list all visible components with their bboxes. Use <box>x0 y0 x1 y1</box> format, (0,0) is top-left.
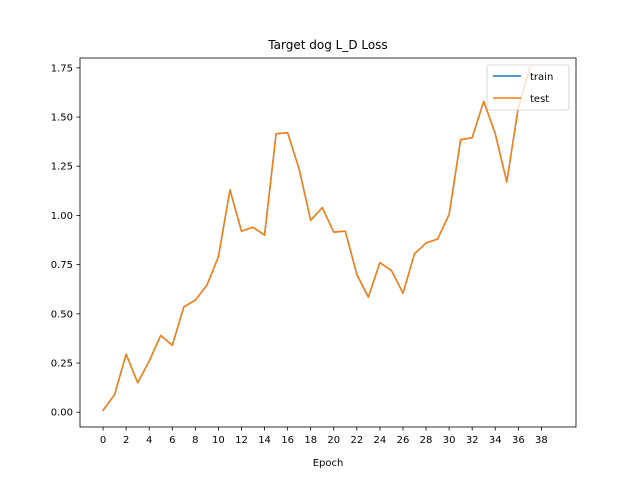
x-tick-label: 20 <box>327 435 340 446</box>
legend: train test <box>486 64 570 111</box>
plot-area <box>80 58 576 427</box>
y-tick-label: 0.00 <box>51 408 73 419</box>
x-tick-label: 8 <box>192 435 198 446</box>
plot-frame <box>79 57 577 428</box>
x-tick-label: 18 <box>304 435 317 446</box>
y-tick-label: 0.50 <box>51 309 73 320</box>
x-tick-label: 38 <box>535 435 548 446</box>
legend-label-test: test <box>530 94 549 105</box>
x-tick-label: 10 <box>212 435 225 446</box>
x-tick-label: 4 <box>146 435 152 446</box>
y-tick-label: 1.00 <box>51 211 73 222</box>
x-axis-label: Epoch <box>313 458 344 469</box>
x-tick-label: 30 <box>443 435 456 446</box>
x-tick-label: 32 <box>466 435 479 446</box>
y-tick-label: 1.50 <box>51 113 73 124</box>
x-tick-label: 26 <box>397 435 410 446</box>
legend-box <box>486 64 570 111</box>
x-tick-label: 36 <box>512 435 525 446</box>
series-layer <box>102 66 531 412</box>
y-tick-label: 1.25 <box>51 162 73 173</box>
y-tick-label: 1.75 <box>51 63 73 74</box>
x-tick-label: 24 <box>374 435 387 446</box>
x-axis-ticks: 0 2 4 6 8 10 12 14 16 18 20 22 24 26 28 30 32 34 36 38 <box>100 427 548 446</box>
x-tick-label: 22 <box>350 435 363 446</box>
x-tick-label: 16 <box>281 435 294 446</box>
x-tick-label: 2 <box>123 435 129 446</box>
y-tick-label: 0.25 <box>51 359 73 370</box>
x-tick-label: 14 <box>258 435 271 446</box>
x-tick-label: 28 <box>420 435 433 446</box>
chart-title: Target dog L_D Loss <box>267 38 387 52</box>
x-tick-label: 34 <box>489 435 502 446</box>
x-tick-label: 12 <box>235 435 248 446</box>
x-tick-label: 6 <box>169 435 175 446</box>
series-line-test <box>102 66 531 412</box>
y-tick-label: 0.75 <box>51 260 73 271</box>
legend-label-train: train <box>530 72 553 83</box>
x-tick-label: 0 <box>100 435 106 446</box>
y-axis-ticks: 0.00 0.25 0.50 0.75 1.00 1.25 1.50 1.75 <box>51 63 80 419</box>
